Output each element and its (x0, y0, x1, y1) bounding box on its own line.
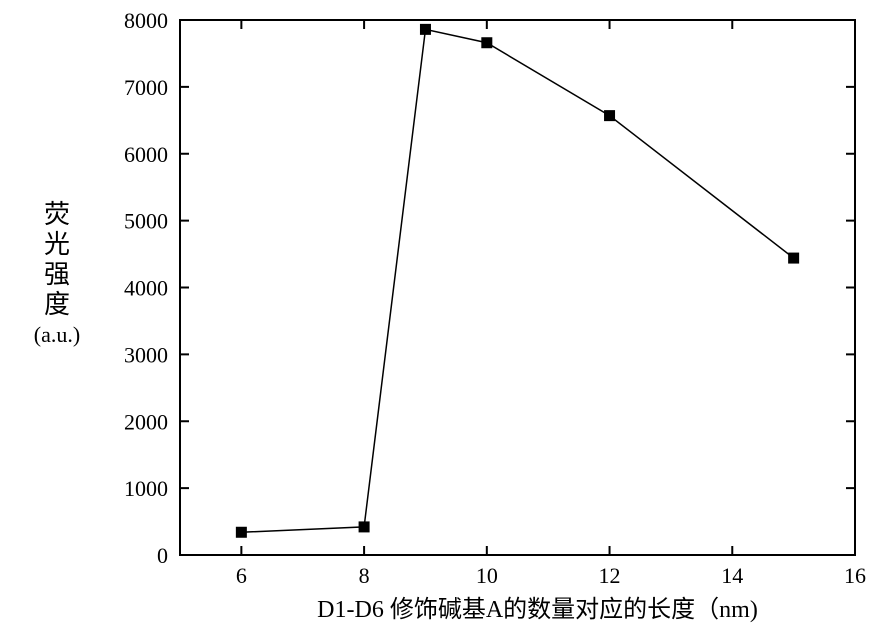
plot-frame (180, 20, 855, 555)
y-axis-label-char: 度 (22, 290, 92, 320)
data-marker (359, 521, 370, 532)
x-tick-label: 12 (599, 563, 621, 588)
data-marker (604, 110, 615, 121)
data-marker (420, 24, 431, 35)
y-tick-label: 5000 (124, 209, 168, 234)
y-tick-label: 6000 (124, 142, 168, 167)
y-axis-label-char: 强 (22, 260, 92, 290)
y-tick-label: 4000 (124, 276, 168, 301)
x-tick-label: 10 (476, 563, 498, 588)
series-line (241, 29, 793, 532)
x-axis-label: D1-D6 修饰碱基A的数量对应的长度（nm) (317, 596, 758, 623)
y-tick-label: 7000 (124, 75, 168, 100)
x-tick-label: 6 (236, 563, 247, 588)
y-axis-label: 荧光强度(a.u.) (22, 200, 92, 347)
data-marker (788, 253, 799, 264)
data-marker (236, 527, 247, 538)
chart-svg: 6 8 10 12 14 16 0 1000 2000 3000 4000 5000 6000 7000 8… (0, 0, 884, 630)
y-axis-label-unit: (a.u.) (22, 322, 92, 347)
y-axis-label-char: 光 (22, 230, 92, 260)
data-marker (481, 37, 492, 48)
line-chart: 荧光强度(a.u.) 6 8 10 12 14 16 0 1000 2000 3000 4000 50… (0, 0, 884, 630)
x-tick-label: 14 (721, 563, 743, 588)
y-tick-label: 2000 (124, 409, 168, 434)
y-tick-label: 1000 (124, 476, 168, 501)
y-tick-label: 8000 (124, 8, 168, 33)
y-axis-label-char: 荧 (22, 200, 92, 230)
y-tick-label: 3000 (124, 342, 168, 367)
x-tick-label: 16 (844, 563, 866, 588)
y-tick-label: 0 (157, 543, 168, 568)
x-tick-label: 8 (359, 563, 370, 588)
